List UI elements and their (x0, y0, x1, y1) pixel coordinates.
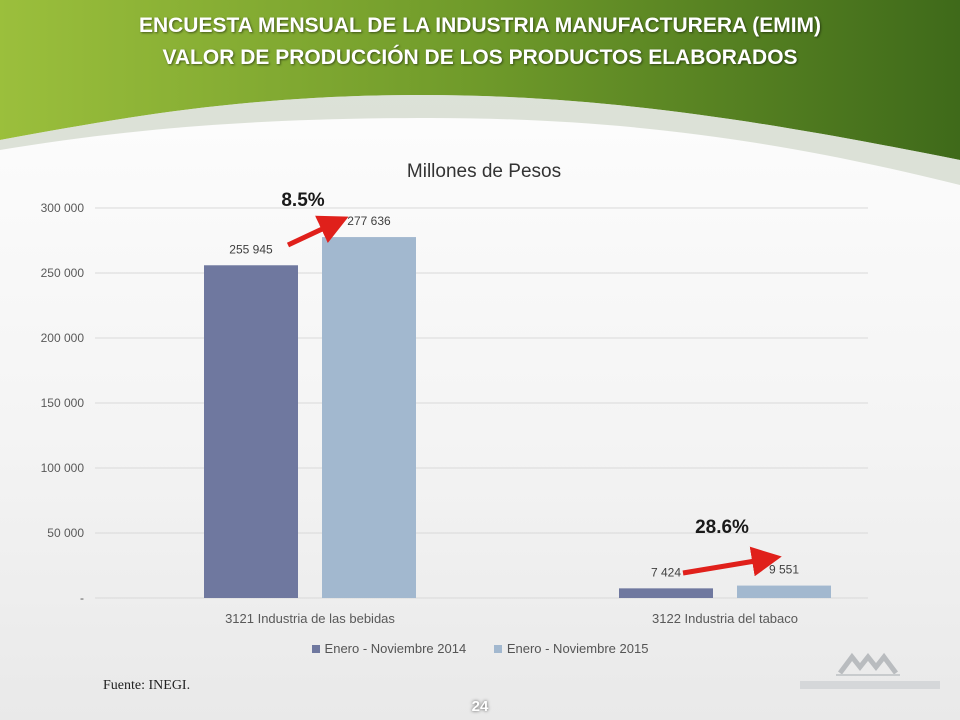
y-tick-label: 150 000 (41, 396, 85, 410)
legend-item-2014: Enero - Noviembre 2014 (311, 641, 467, 656)
legend-label-2014: Enero - Noviembre 2014 (324, 641, 467, 656)
y-tick-label: - (80, 591, 84, 605)
bar (619, 588, 713, 598)
cna-logo (800, 652, 940, 689)
legend-item-2015: Enero - Noviembre 2015 (493, 641, 649, 656)
y-tick-label: 50 000 (47, 526, 84, 540)
page-title-line2: VALOR DE PRODUCCIÓN DE LOS PRODUCTOS ELA… (162, 46, 798, 69)
growth-annotations: 8.5% 28.6% (281, 190, 782, 577)
y-tick-label: 300 000 (41, 201, 85, 215)
growth-arrow (682, 546, 782, 577)
y-axis-ticks: - 50 000 100 000 150 000 200 000 250 000 300 0… (41, 201, 85, 605)
bar-chart: - 50 000 100 000 150 000 200 000 250 000 300 0… (41, 161, 868, 626)
data-label: 9 551 (769, 563, 799, 577)
bars (204, 237, 831, 599)
chart-legend: Enero - Noviembre 2014 Enero - Noviembre… (0, 641, 960, 656)
x-tick-label: 3121 Industria de las bebidas (225, 611, 395, 626)
growth-label: 28.6% (695, 517, 749, 538)
bar (204, 265, 298, 598)
y-tick-label: 100 000 (41, 461, 85, 475)
legend-swatch-2014 (311, 645, 320, 653)
legend-label-2015: Enero - Noviembre 2015 (506, 641, 649, 656)
chart-title: Millones de Pesos (407, 161, 561, 182)
page-title-line1: ENCUESTA MENSUAL DE LA INDUSTRIA MANUFAC… (138, 14, 822, 37)
x-tick-label: 3122 Industria del tabaco (652, 611, 798, 626)
y-tick-label: 250 000 (41, 266, 85, 280)
bar (322, 237, 416, 599)
data-label: 255 945 (229, 242, 273, 256)
legend-swatch-2015 (493, 645, 502, 653)
x-axis-ticks: 3121 Industria de las bebidas 3122 Indust… (225, 611, 798, 626)
header-banner (0, 0, 960, 185)
data-label: 277 636 (347, 214, 391, 228)
source-note: Fuente: INEGI. (103, 678, 191, 693)
growth-label: 8.5% (281, 190, 324, 211)
y-tick-label: 200 000 (41, 331, 85, 345)
data-label: 7 424 (651, 565, 681, 579)
page-number: 24 (471, 698, 489, 715)
bar (737, 585, 831, 598)
growth-arrow (286, 215, 349, 248)
